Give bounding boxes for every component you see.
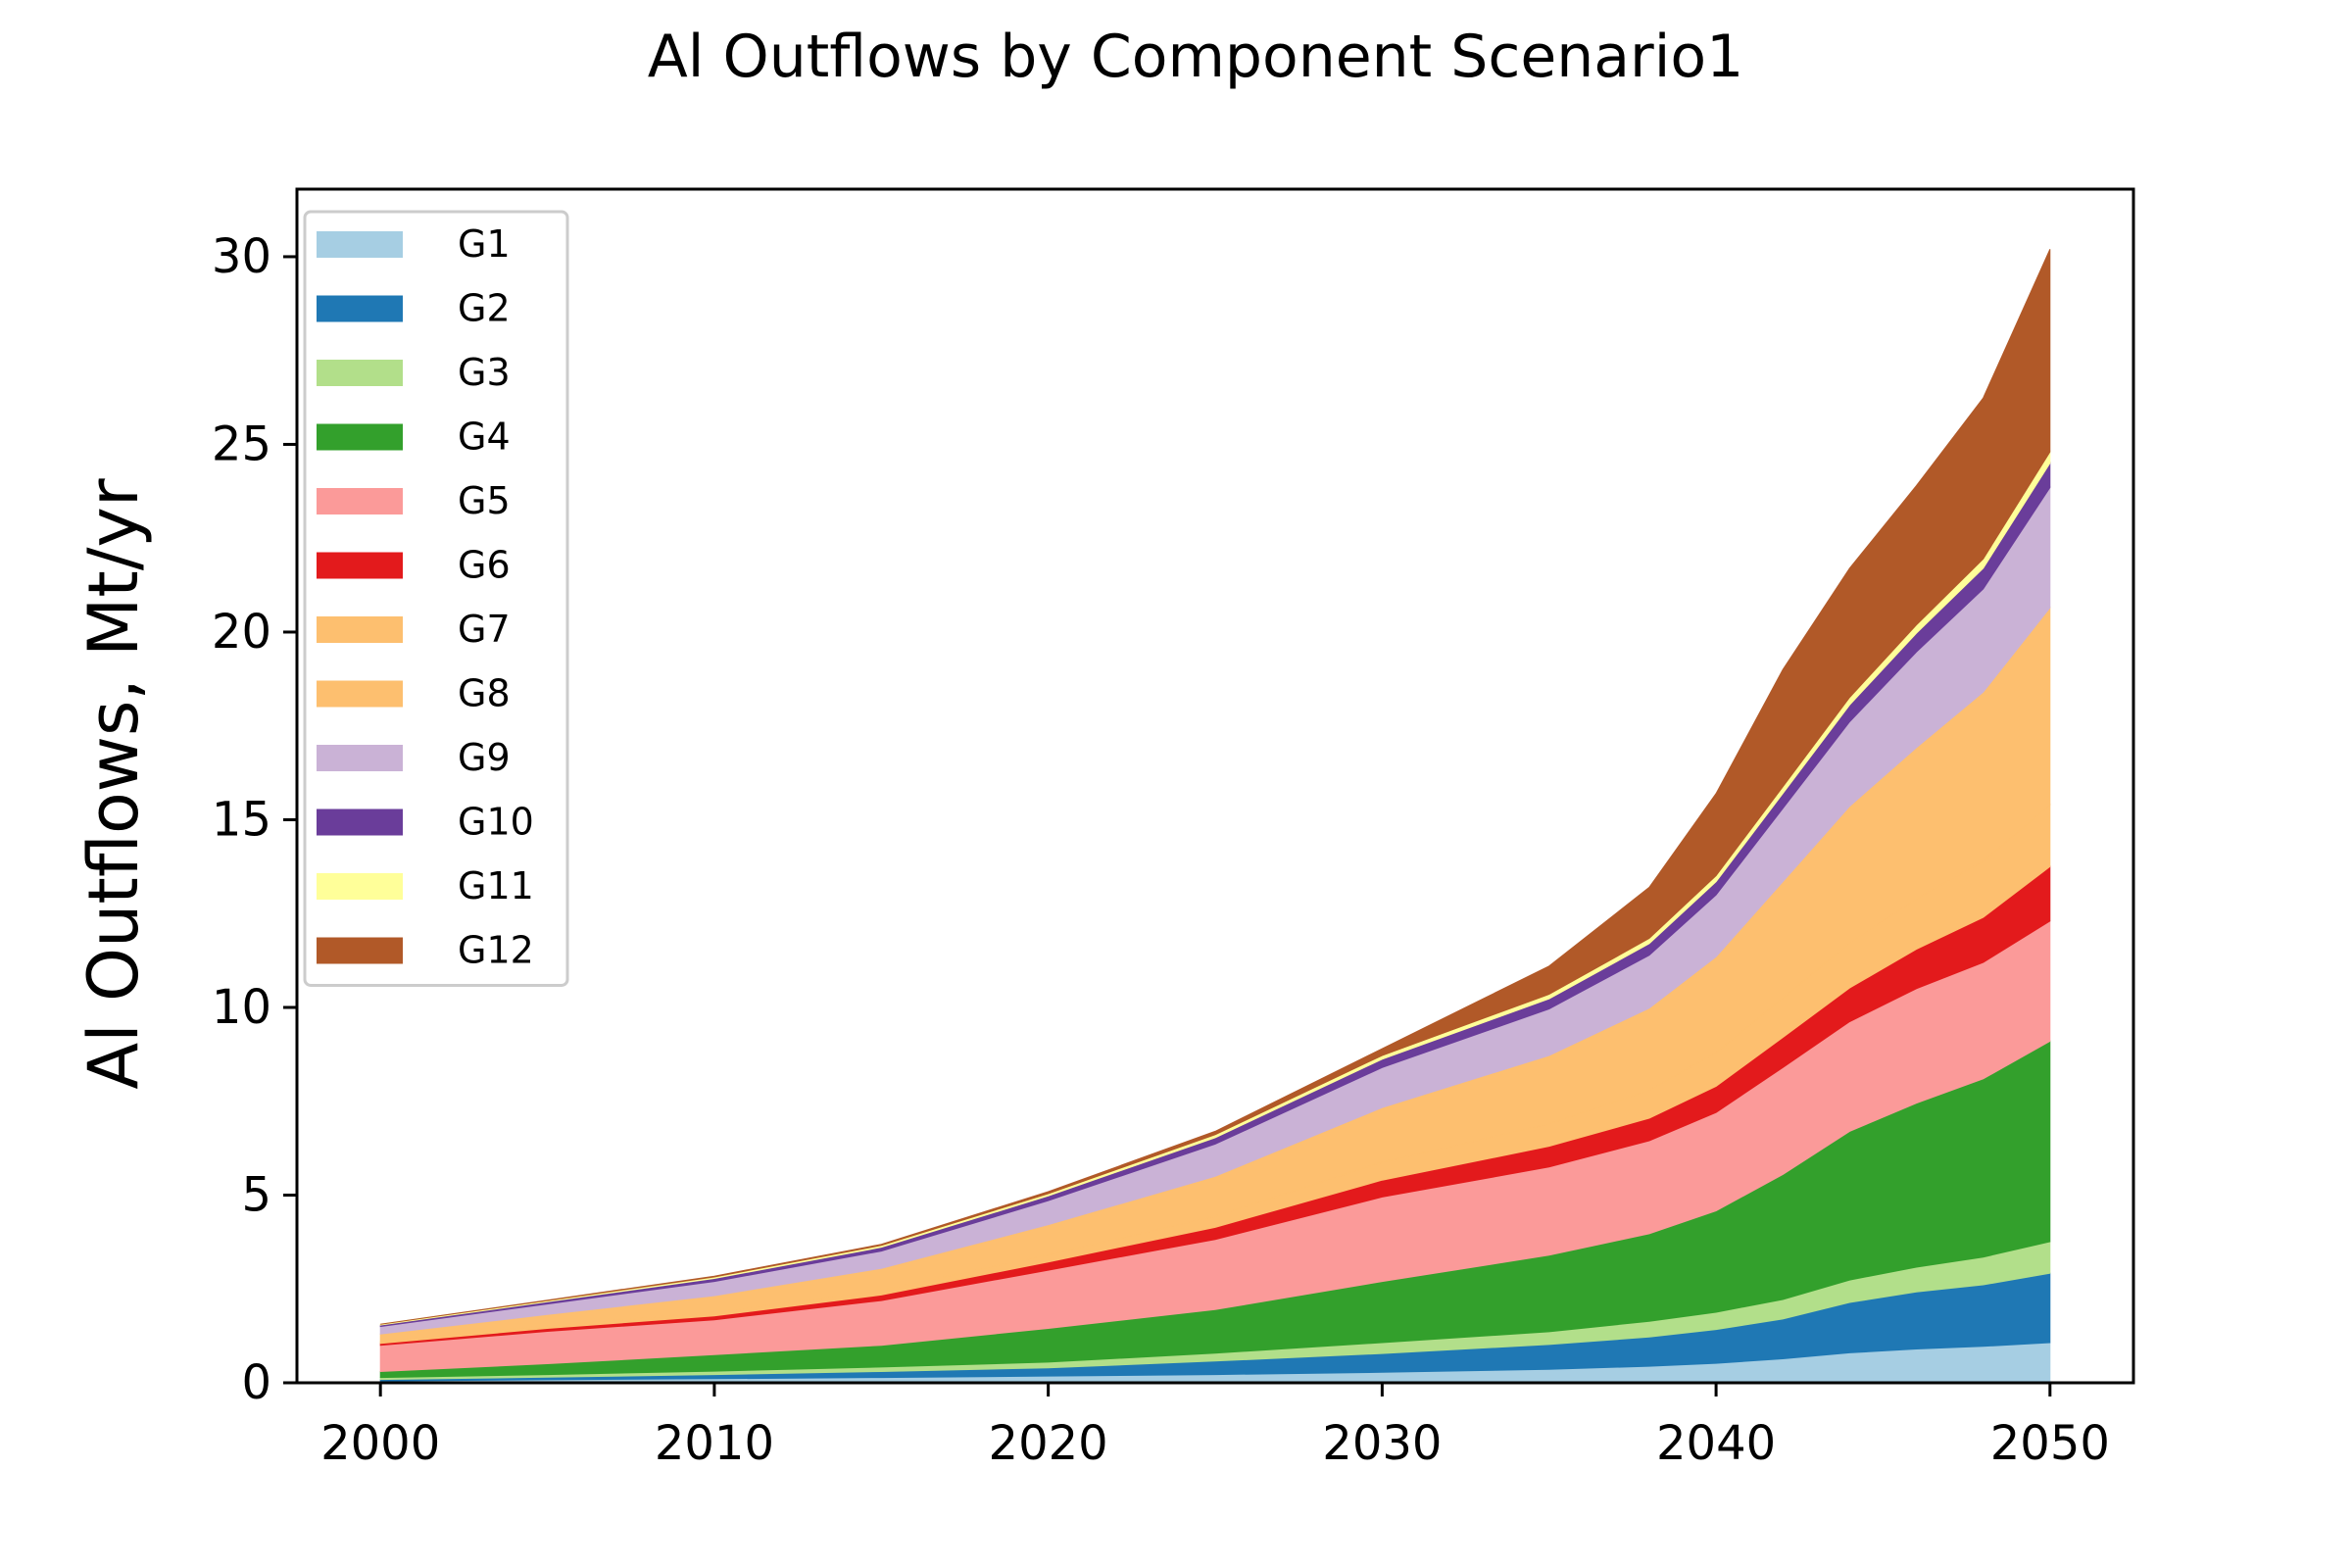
legend-swatch-g6 (317, 552, 403, 579)
x-tick-label: 2030 (1322, 1416, 1442, 1471)
chart-title: Al Outflows by Component Scenario1 (648, 23, 1744, 91)
legend-label-g3: G3 (458, 351, 511, 394)
legend-label-g4: G4 (458, 416, 511, 459)
y-tick-label: 20 (212, 605, 271, 660)
x-tick-label: 2040 (1656, 1416, 1776, 1471)
x-tick-label: 2000 (320, 1416, 440, 1471)
legend-swatch-g4 (317, 423, 403, 451)
legend-label-g1: G1 (458, 222, 511, 266)
y-tick-label: 10 (212, 980, 271, 1035)
legend-label-g6: G6 (458, 544, 511, 587)
x-tick-label: 2020 (989, 1416, 1108, 1471)
y-tick-label: 5 (241, 1167, 271, 1222)
legend-label-g11: G11 (458, 864, 534, 907)
y-tick-label: 0 (241, 1355, 271, 1410)
y-axis-label: Al Outflows, Mt/yr (74, 478, 154, 1089)
legend-label-g5: G5 (458, 479, 511, 522)
legend-box (303, 210, 569, 987)
legend-label-g2: G2 (458, 287, 511, 330)
legend-swatch-g7 (317, 616, 403, 643)
y-tick-label: 25 (212, 416, 271, 471)
y-axis: 0 5 10 15 20 25 30 (212, 229, 297, 1410)
y-tick-label: 30 (212, 229, 271, 284)
legend-label-g7: G7 (458, 608, 511, 651)
legend-label-g8: G8 (458, 672, 511, 715)
legend-label-g10: G10 (458, 801, 534, 844)
legend-swatch-g5 (317, 488, 403, 514)
legend-swatch-g11 (317, 873, 403, 900)
x-tick-label: 2050 (1990, 1416, 2110, 1471)
legend-label-g12: G12 (458, 929, 534, 972)
legend-swatch-g12 (317, 937, 403, 964)
legend-swatch-g9 (317, 745, 403, 771)
plot-frame (295, 187, 2135, 1385)
stacked-areas (379, 249, 2051, 1384)
legend-swatch-g1 (317, 231, 403, 258)
legend-swatch-g2 (317, 295, 403, 322)
area-g12 (380, 249, 2051, 1325)
legend-swatch-g3 (317, 360, 403, 386)
x-axis: 2000 2010 2020 2030 2040 2050 (320, 1383, 2110, 1471)
y-tick-label: 15 (212, 792, 271, 847)
x-tick-label: 2010 (655, 1416, 774, 1471)
legend-swatch-g8 (317, 680, 403, 708)
legend-swatch-g10 (317, 808, 403, 836)
legend: G1 G2 G3 G4 G5 G6 G7 G8 G9 G10 G11 G12 (303, 210, 569, 987)
legend-label-g9: G9 (458, 736, 511, 779)
